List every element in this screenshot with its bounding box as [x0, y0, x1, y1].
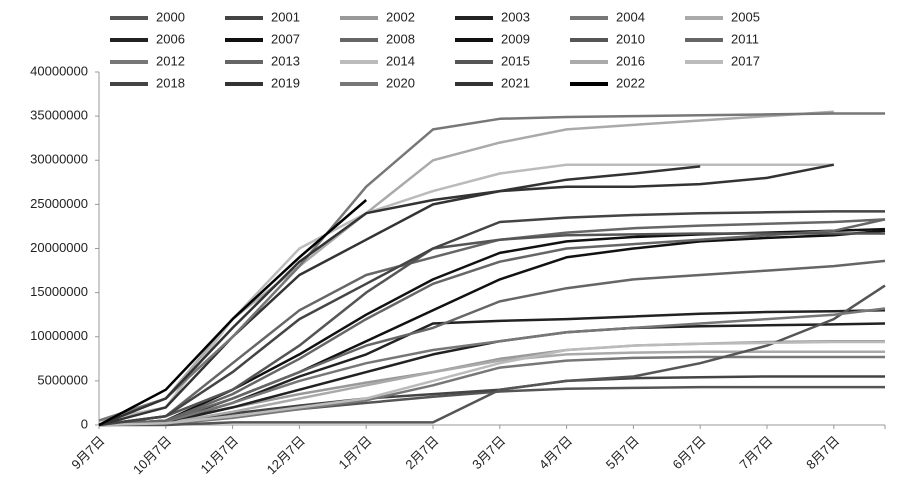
x-tick-label: 12月7日: [264, 433, 308, 477]
legend-label: 2000: [156, 9, 185, 24]
legend-label: 2022: [616, 75, 645, 90]
x-tick-label: 6月7日: [670, 433, 709, 472]
series-line: [98, 218, 886, 427]
legend-label: 2013: [271, 53, 300, 68]
legend-label: 2016: [616, 53, 645, 68]
series-line: [98, 165, 701, 427]
legend-label: 2018: [156, 75, 185, 90]
series-line: [98, 350, 885, 427]
legend-label: 2014: [386, 53, 415, 68]
y-tick-label: 10000000: [30, 328, 88, 343]
series-line: [98, 307, 886, 427]
y-tick-label: 25000000: [30, 196, 88, 211]
x-tick-label: 2月7日: [402, 433, 441, 472]
series-line: [98, 259, 886, 427]
legend-label: 2002: [386, 9, 415, 24]
legend-label: 2009: [501, 31, 530, 46]
legend-label: 2001: [271, 9, 300, 24]
legend-label: 2010: [616, 31, 645, 46]
x-tick-label: 10月7日: [130, 433, 174, 477]
x-tick-label: 11月7日: [197, 433, 241, 477]
series-line: [98, 210, 885, 427]
legend-label: 2019: [271, 75, 300, 90]
legend-label: 2005: [731, 9, 760, 24]
legend-label: 2011: [731, 31, 759, 46]
legend-label: 2012: [156, 53, 185, 68]
series-line: [98, 340, 885, 427]
y-tick-label: 40000000: [30, 63, 88, 78]
legend-label: 2017: [731, 53, 760, 68]
legend-label: 2006: [156, 31, 185, 46]
y-tick-label: 0: [81, 416, 88, 431]
series-line: [98, 163, 834, 422]
x-tick-label: 5月7日: [603, 433, 642, 472]
legend-label: 2020: [386, 75, 415, 90]
x-tick-label: 3月7日: [469, 433, 508, 472]
legend-label: 2015: [501, 53, 530, 68]
y-tick-label: 5000000: [37, 372, 88, 387]
legend-label: 2008: [386, 31, 415, 46]
x-tick-label: 1月7日: [336, 433, 375, 472]
legend-label: 2007: [271, 31, 300, 46]
legend-label: 2004: [616, 9, 645, 24]
x-tick-label: 9月7日: [68, 433, 107, 472]
y-tick-label: 30000000: [30, 152, 88, 167]
series-line: [98, 355, 885, 427]
series-line: [99, 284, 886, 427]
series-line: [98, 199, 368, 427]
legend-label: 2021: [501, 75, 530, 90]
legend-label: 2003: [501, 9, 530, 24]
y-tick-label: 15000000: [30, 284, 88, 299]
x-tick-label: 8月7日: [803, 433, 842, 472]
x-tick-label: 7月7日: [736, 433, 775, 472]
series-line: [98, 232, 885, 427]
x-tick-label: 4月7日: [536, 433, 575, 472]
y-tick-label: 35000000: [30, 108, 88, 123]
series-line: [98, 112, 885, 422]
y-tick-label: 20000000: [30, 240, 88, 255]
